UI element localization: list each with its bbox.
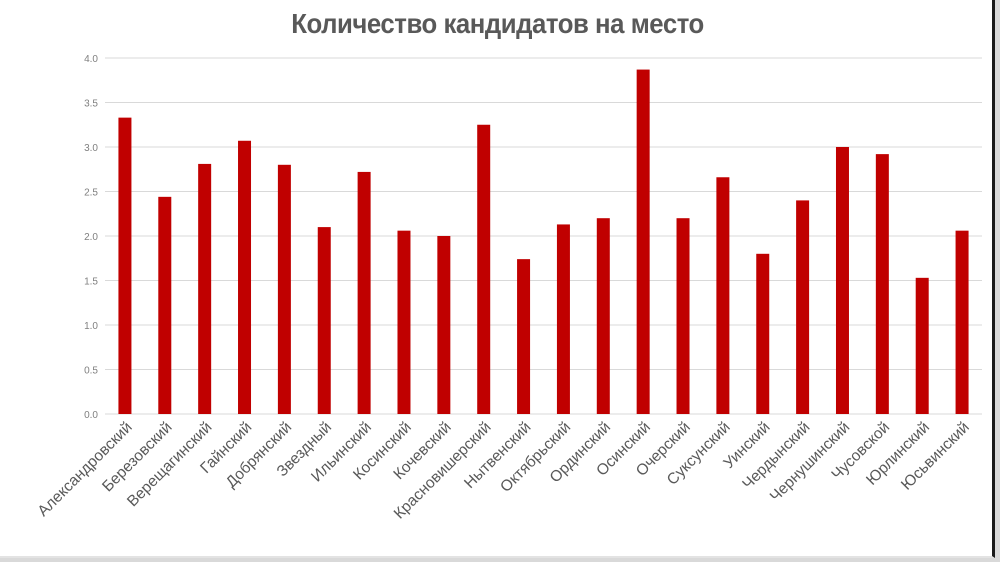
bar — [118, 117, 132, 414]
y-tick-label: 2.0 — [84, 232, 98, 243]
bar — [277, 164, 291, 414]
bar — [198, 163, 212, 414]
bar — [477, 124, 491, 414]
bar — [716, 177, 730, 414]
y-tick-label: 3.5 — [84, 99, 98, 110]
bar — [517, 259, 531, 414]
y-axis-labels: 0.0 0.5 1.0 1.5 2.0 2.5 3.0 3.5 4.0 — [84, 54, 98, 421]
bar — [357, 171, 371, 414]
y-tick-label: 0.0 — [84, 410, 98, 421]
x-axis-labels: АлександровскийБерезовскийВерещагинскийГ… — [35, 419, 973, 523]
gridlines — [105, 57, 982, 415]
bar — [636, 69, 650, 414]
bar — [437, 236, 451, 414]
y-tick-label: 1.0 — [84, 321, 98, 332]
chart-title: Количество кандидатов на место — [291, 8, 704, 39]
y-tick-label: 1.5 — [84, 277, 98, 288]
bar — [835, 147, 849, 414]
bar — [676, 218, 690, 414]
y-tick-label: 2.5 — [84, 188, 98, 199]
bar — [915, 277, 929, 414]
bar — [158, 196, 172, 414]
bar — [955, 230, 969, 414]
bar — [238, 140, 252, 414]
bar — [596, 218, 610, 414]
y-tick-label: 3.0 — [84, 143, 98, 154]
bar — [556, 224, 570, 414]
bar — [397, 230, 411, 414]
bars — [118, 69, 969, 414]
bar — [756, 253, 770, 414]
bar — [875, 154, 889, 414]
bar — [317, 227, 331, 414]
y-tick-label: 0.5 — [84, 366, 98, 377]
y-tick-label: 4.0 — [84, 54, 98, 65]
bar — [796, 200, 810, 414]
